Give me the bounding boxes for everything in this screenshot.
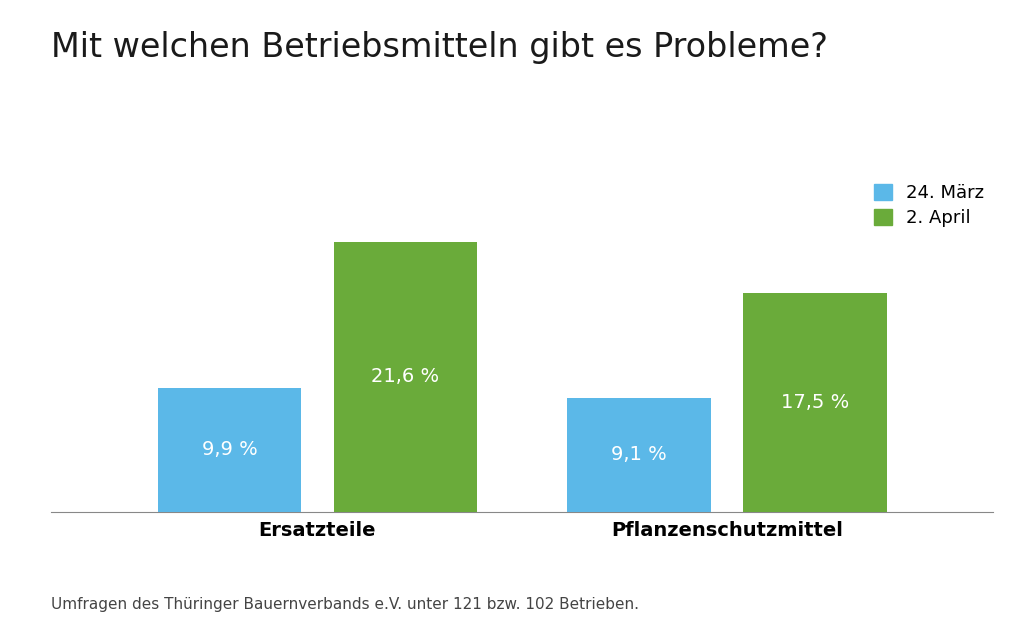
Bar [567,398,711,512]
Bar [158,388,301,512]
Text: 17,5 %: 17,5 % [781,393,849,412]
Bar [743,293,887,512]
Bar [334,242,477,512]
Text: Umfragen des Thüringer Bauernverbands e.V. unter 121 bzw. 102 Betrieben.: Umfragen des Thüringer Bauernverbands e.… [51,597,639,612]
Text: Mit welchen Betriebsmitteln gibt es Probleme?: Mit welchen Betriebsmitteln gibt es Prob… [51,31,828,64]
Text: 🌾: 🌾 [785,313,816,361]
Text: ⚙: ⚙ [365,314,418,372]
Text: 9,1 %: 9,1 % [611,446,667,464]
Text: 9,9 %: 9,9 % [202,441,257,459]
Legend: 24. März, 2. April: 24. März, 2. April [873,183,984,228]
Text: 21,6 %: 21,6 % [372,368,439,386]
